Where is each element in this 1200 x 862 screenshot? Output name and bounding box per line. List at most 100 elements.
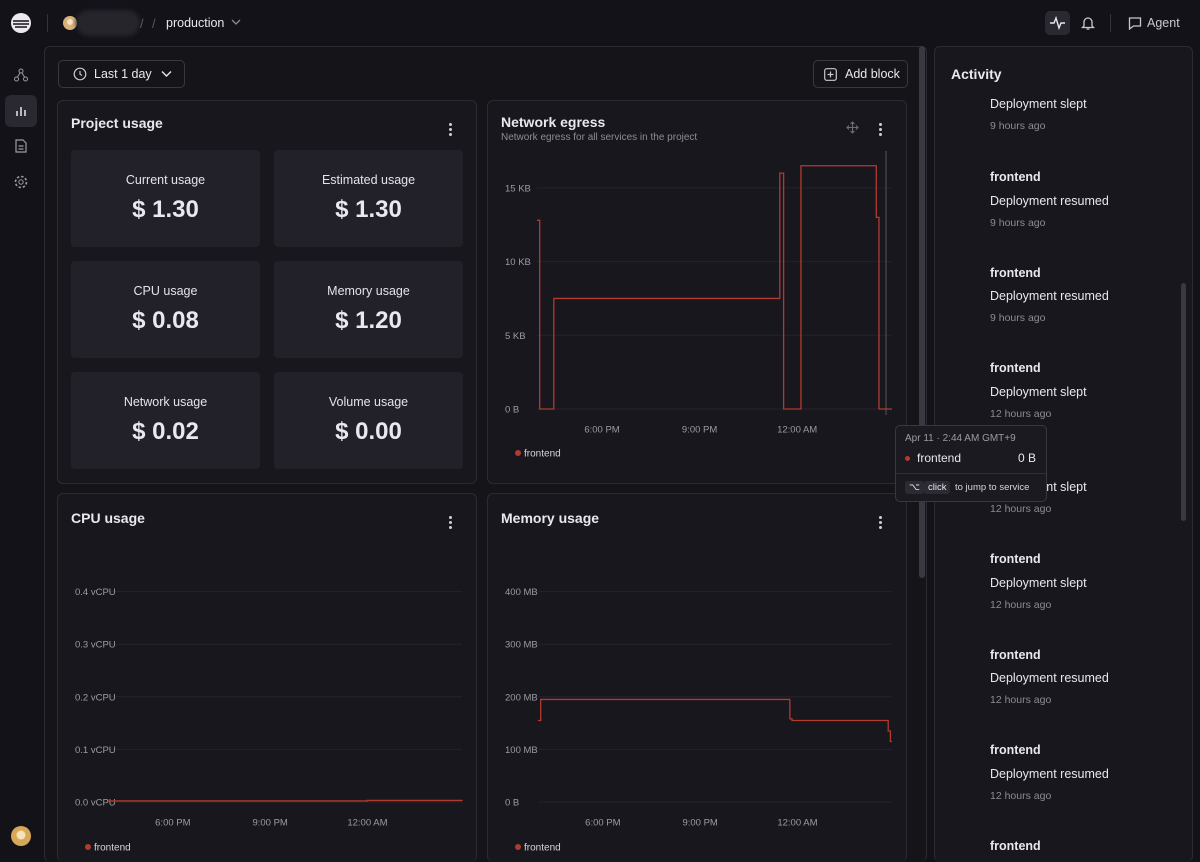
logs-icon[interactable]: [15, 139, 27, 153]
network-egress-panel: 0 B 5 KB 10 KB 15 KB 6:00 PM 9:00 PM 12:00 AM f…: [487, 100, 907, 484]
activity-service: frontend: [990, 743, 1041, 757]
usage-card: Current usage $ 1.30: [71, 150, 260, 247]
activity-time: 12 hours ago: [990, 789, 1052, 802]
menu-button[interactable]: [879, 123, 882, 138]
settings-icon[interactable]: [14, 175, 28, 189]
activity-time: 12 hours ago: [990, 598, 1052, 611]
y-tick-label: 5 KB: [505, 331, 526, 342]
activity-service: frontend: [990, 265, 1041, 280]
avatar[interactable]: [62, 15, 78, 31]
tooltip: Apr 11 · 2:44 AM GMT+9 frontend 0 B ⌥ cl…: [895, 425, 1047, 502]
activity-event: Deployment resumed: [990, 766, 1109, 781]
activity-event: Deployment resumed: [990, 289, 1109, 303]
agent-button[interactable]: Agent: [1147, 16, 1180, 30]
user-avatar[interactable]: [11, 826, 31, 846]
activity-time: 12 hours ago: [990, 503, 1052, 515]
y-tick-label: 0.4 vCPU: [75, 587, 116, 598]
panel-title: Project usage: [71, 115, 163, 131]
add-block-label: Add block: [845, 67, 900, 81]
card-value: $ 0.00: [335, 418, 402, 445]
y-tick-label: 0.2 vCPU: [75, 692, 116, 703]
add-block-button[interactable]: Add block: [813, 60, 908, 88]
panel-title: Memory usage: [501, 510, 600, 526]
usage-card: Volume usage $ 0.00: [274, 372, 463, 469]
x-tick-label: 6:00 PM: [585, 818, 620, 829]
panel-title: CPU usage: [71, 510, 145, 526]
legend-label: frontend: [524, 843, 561, 854]
drag-handle[interactable]: [846, 121, 859, 134]
series-line: [538, 698, 892, 743]
tooltip-series: frontend: [917, 451, 962, 465]
activity-button[interactable]: [1045, 11, 1070, 35]
chat-icon: [1128, 17, 1142, 30]
y-tick-label: 0.0 vCPU: [75, 798, 116, 809]
activity-time: 12 hours ago: [990, 694, 1052, 706]
key-hint: ⌥: [905, 481, 924, 494]
legend-dot: [515, 844, 521, 850]
chart: 0 B 5 KB 10 KB 15 KB 6:00 PM 9:00 PM 12:00 AM f…: [505, 151, 892, 460]
slash: /: [152, 16, 156, 31]
panel-title: Network egress: [501, 114, 606, 130]
architecture-icon[interactable]: [14, 68, 28, 82]
activity-time: 12 hours ago: [990, 407, 1052, 420]
card-value: $ 1.20: [335, 307, 402, 334]
range-label: Last 1 day: [94, 67, 152, 81]
top-bar: / / production Agent: [0, 0, 1200, 46]
metrics-nav[interactable]: [5, 95, 37, 127]
activity-service: frontend: [990, 647, 1041, 662]
activity-time: 9 hours ago: [990, 216, 1046, 229]
separator: [1110, 14, 1111, 32]
divider: [896, 473, 1046, 474]
y-tick-label: 0 B: [505, 405, 519, 416]
series-line: [108, 799, 463, 802]
scrollbar-thumb[interactable]: [919, 46, 925, 578]
y-tick-label: 0.1 vCPU: [75, 745, 116, 756]
activity-event: Deployment slept: [990, 97, 1087, 111]
card-value: $ 1.30: [132, 196, 199, 223]
y-tick-label: 15 KB: [505, 183, 531, 194]
card-value: $ 0.02: [132, 418, 199, 445]
activity-time: 9 hours ago: [990, 120, 1046, 132]
y-tick-label: 400 MB: [505, 587, 538, 598]
menu-button[interactable]: [879, 516, 882, 531]
usage-card: Estimated usage $ 1.30: [274, 150, 463, 247]
y-tick-label: 100 MB: [505, 745, 538, 756]
legend-dot: [905, 456, 910, 461]
project-name[interactable]: production: [166, 16, 225, 30]
activity-service: frontend: [990, 552, 1041, 566]
logo[interactable]: [10, 12, 32, 34]
scrollbar-thumb[interactable]: [1181, 283, 1186, 521]
menu-button[interactable]: [449, 123, 452, 138]
sidebar: [0, 46, 42, 862]
activity-time: 9 hours ago: [990, 312, 1046, 324]
card-value: $ 0.08: [132, 307, 199, 334]
chart: 0 B 100 MB 200 MB 300 MB 400 MB 6:00 PM 9:00 P…: [505, 587, 892, 854]
card-label: Estimated usage: [321, 173, 416, 187]
y-tick-label: 0 B: [505, 798, 519, 809]
range-picker[interactable]: Last 1 day: [58, 60, 185, 88]
activity-service: frontend: [990, 838, 1041, 853]
activity-event: Deployment resumed: [990, 193, 1109, 208]
menu-button[interactable]: [449, 516, 452, 531]
activity-service: frontend: [990, 170, 1041, 184]
x-tick-label: 12:00 AM: [777, 425, 817, 436]
tooltip-value: 0 B: [1017, 451, 1036, 465]
panel-subtitle: Network egress for all services in the p…: [501, 132, 698, 143]
usage-card: CPU usage $ 0.08: [71, 261, 260, 358]
card-label: Network usage: [123, 395, 208, 409]
hint-text: to jump to service: [955, 482, 1030, 493]
y-tick-label: 300 MB: [505, 640, 538, 651]
x-tick-label: 6:00 PM: [155, 818, 190, 829]
card-label: Current usage: [125, 173, 206, 187]
chart: 0.0 vCPU 0.1 vCPU 0.2 vCPU 0.3 vCPU 0.4 vCPU…: [75, 587, 463, 854]
activity-event: Deployment resumed: [990, 671, 1109, 685]
project-usage-panel: Project usage Current usage $ 1.30 Estimat…: [57, 100, 477, 484]
bell-icon[interactable]: [1081, 15, 1095, 31]
y-tick-label: 200 MB: [505, 692, 538, 703]
card-value: $ 1.30: [335, 196, 402, 223]
cpu-usage-panel: 0.0 vCPU 0.1 vCPU 0.2 vCPU 0.3 vCPU 0.4 vCPU…: [57, 493, 477, 862]
x-tick-label: 9:00 PM: [252, 818, 287, 829]
x-tick-label: 12:00 AM: [347, 818, 387, 829]
chevron: [231, 19, 241, 25]
